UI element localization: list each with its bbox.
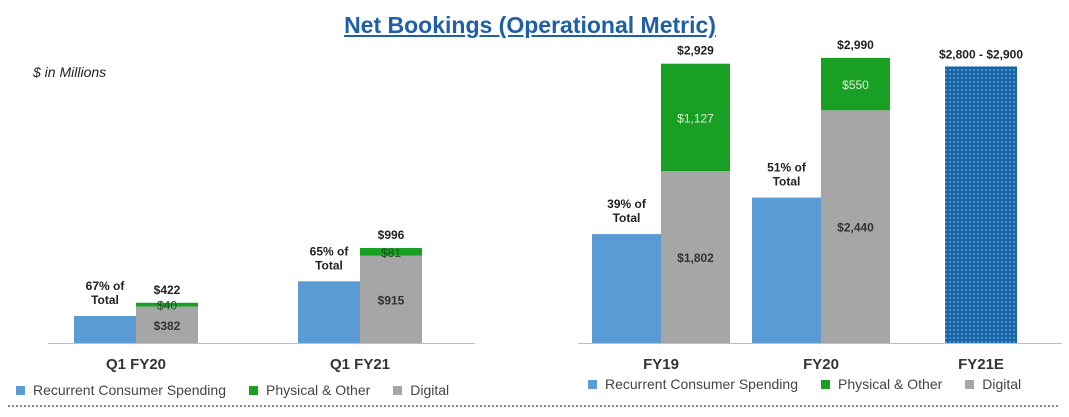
total-label: $2,800 - $2,900 [939,47,1023,61]
recurrent-share-label: 51% of Total [767,161,807,189]
bar-digital [821,110,890,344]
recurrent-share-label: 65% of Total [310,244,350,272]
bar-physical [360,248,422,256]
bar-digital [360,255,422,343]
bar-recurrent [74,316,136,343]
legend-item: Digital [965,376,1021,392]
x-tick-label: Q1 FY21 [330,356,390,373]
legend-item: Physical & Other [249,382,370,398]
total-label: $996 [378,228,405,242]
x-tick-label: FY20 [803,356,839,373]
recurrent-share-label: 67% of Total [86,279,126,307]
bottom-divider [8,405,1058,407]
bar-recurrent [298,281,360,343]
chart-title: Net Bookings (Operational Metric) [344,12,716,38]
physical-value-label: $1,127 [677,111,714,125]
legend-label: Physical & Other [838,376,943,392]
legend-right: Recurrent Consumer Spending Physical & Ot… [588,376,1044,392]
units-note: $ in Millions [33,64,107,80]
legend-label: Digital [410,382,450,398]
legend-swatch [249,385,258,395]
bar-physical [661,63,730,172]
bar-digital [661,171,730,343]
bar-physical [136,302,198,307]
bar-recurrent [592,234,661,343]
bar-recurrent [752,197,821,343]
physical-value-label: $40 [157,299,177,313]
recurrent-share-label: 39% of Total [607,197,647,225]
legend-item: Digital [393,382,449,398]
legend-label: Physical & Other [266,382,371,398]
legend-item: Recurrent Consumer Spending [16,382,226,398]
legend-left: Recurrent Consumer Spending Physical & Ot… [16,382,472,398]
bar-physical [821,57,890,111]
legend-item: Recurrent Consumer Spending [588,376,798,392]
legend-swatch [393,385,403,395]
total-label: $2,929 [677,44,714,58]
digital-value-label: $1,802 [677,251,714,265]
legend-swatch [588,379,597,389]
digital-value-label: $2,440 [837,221,874,235]
bar-digital [136,306,198,343]
total-label: $2,990 [837,38,874,52]
digital-value-label: $915 [378,293,405,307]
legend-label: Digital [982,376,1022,392]
physical-value-label: $550 [842,78,869,92]
legend-label: Recurrent Consumer Spending [33,382,226,398]
legend-swatch [821,379,830,389]
legend-label: Recurrent Consumer Spending [605,376,798,392]
legend-item: Physical & Other [821,376,942,392]
physical-value-label: $81 [381,246,401,260]
x-tick-label: Q1 FY20 [106,356,166,373]
bar-estimate [945,66,1017,344]
total-label: $422 [154,283,181,297]
legend-swatch [16,385,25,395]
x-tick-label: FY21E [958,356,1004,373]
x-tick-label: FY19 [643,356,679,373]
legend-swatch [965,379,975,389]
digital-value-label: $382 [154,319,181,333]
